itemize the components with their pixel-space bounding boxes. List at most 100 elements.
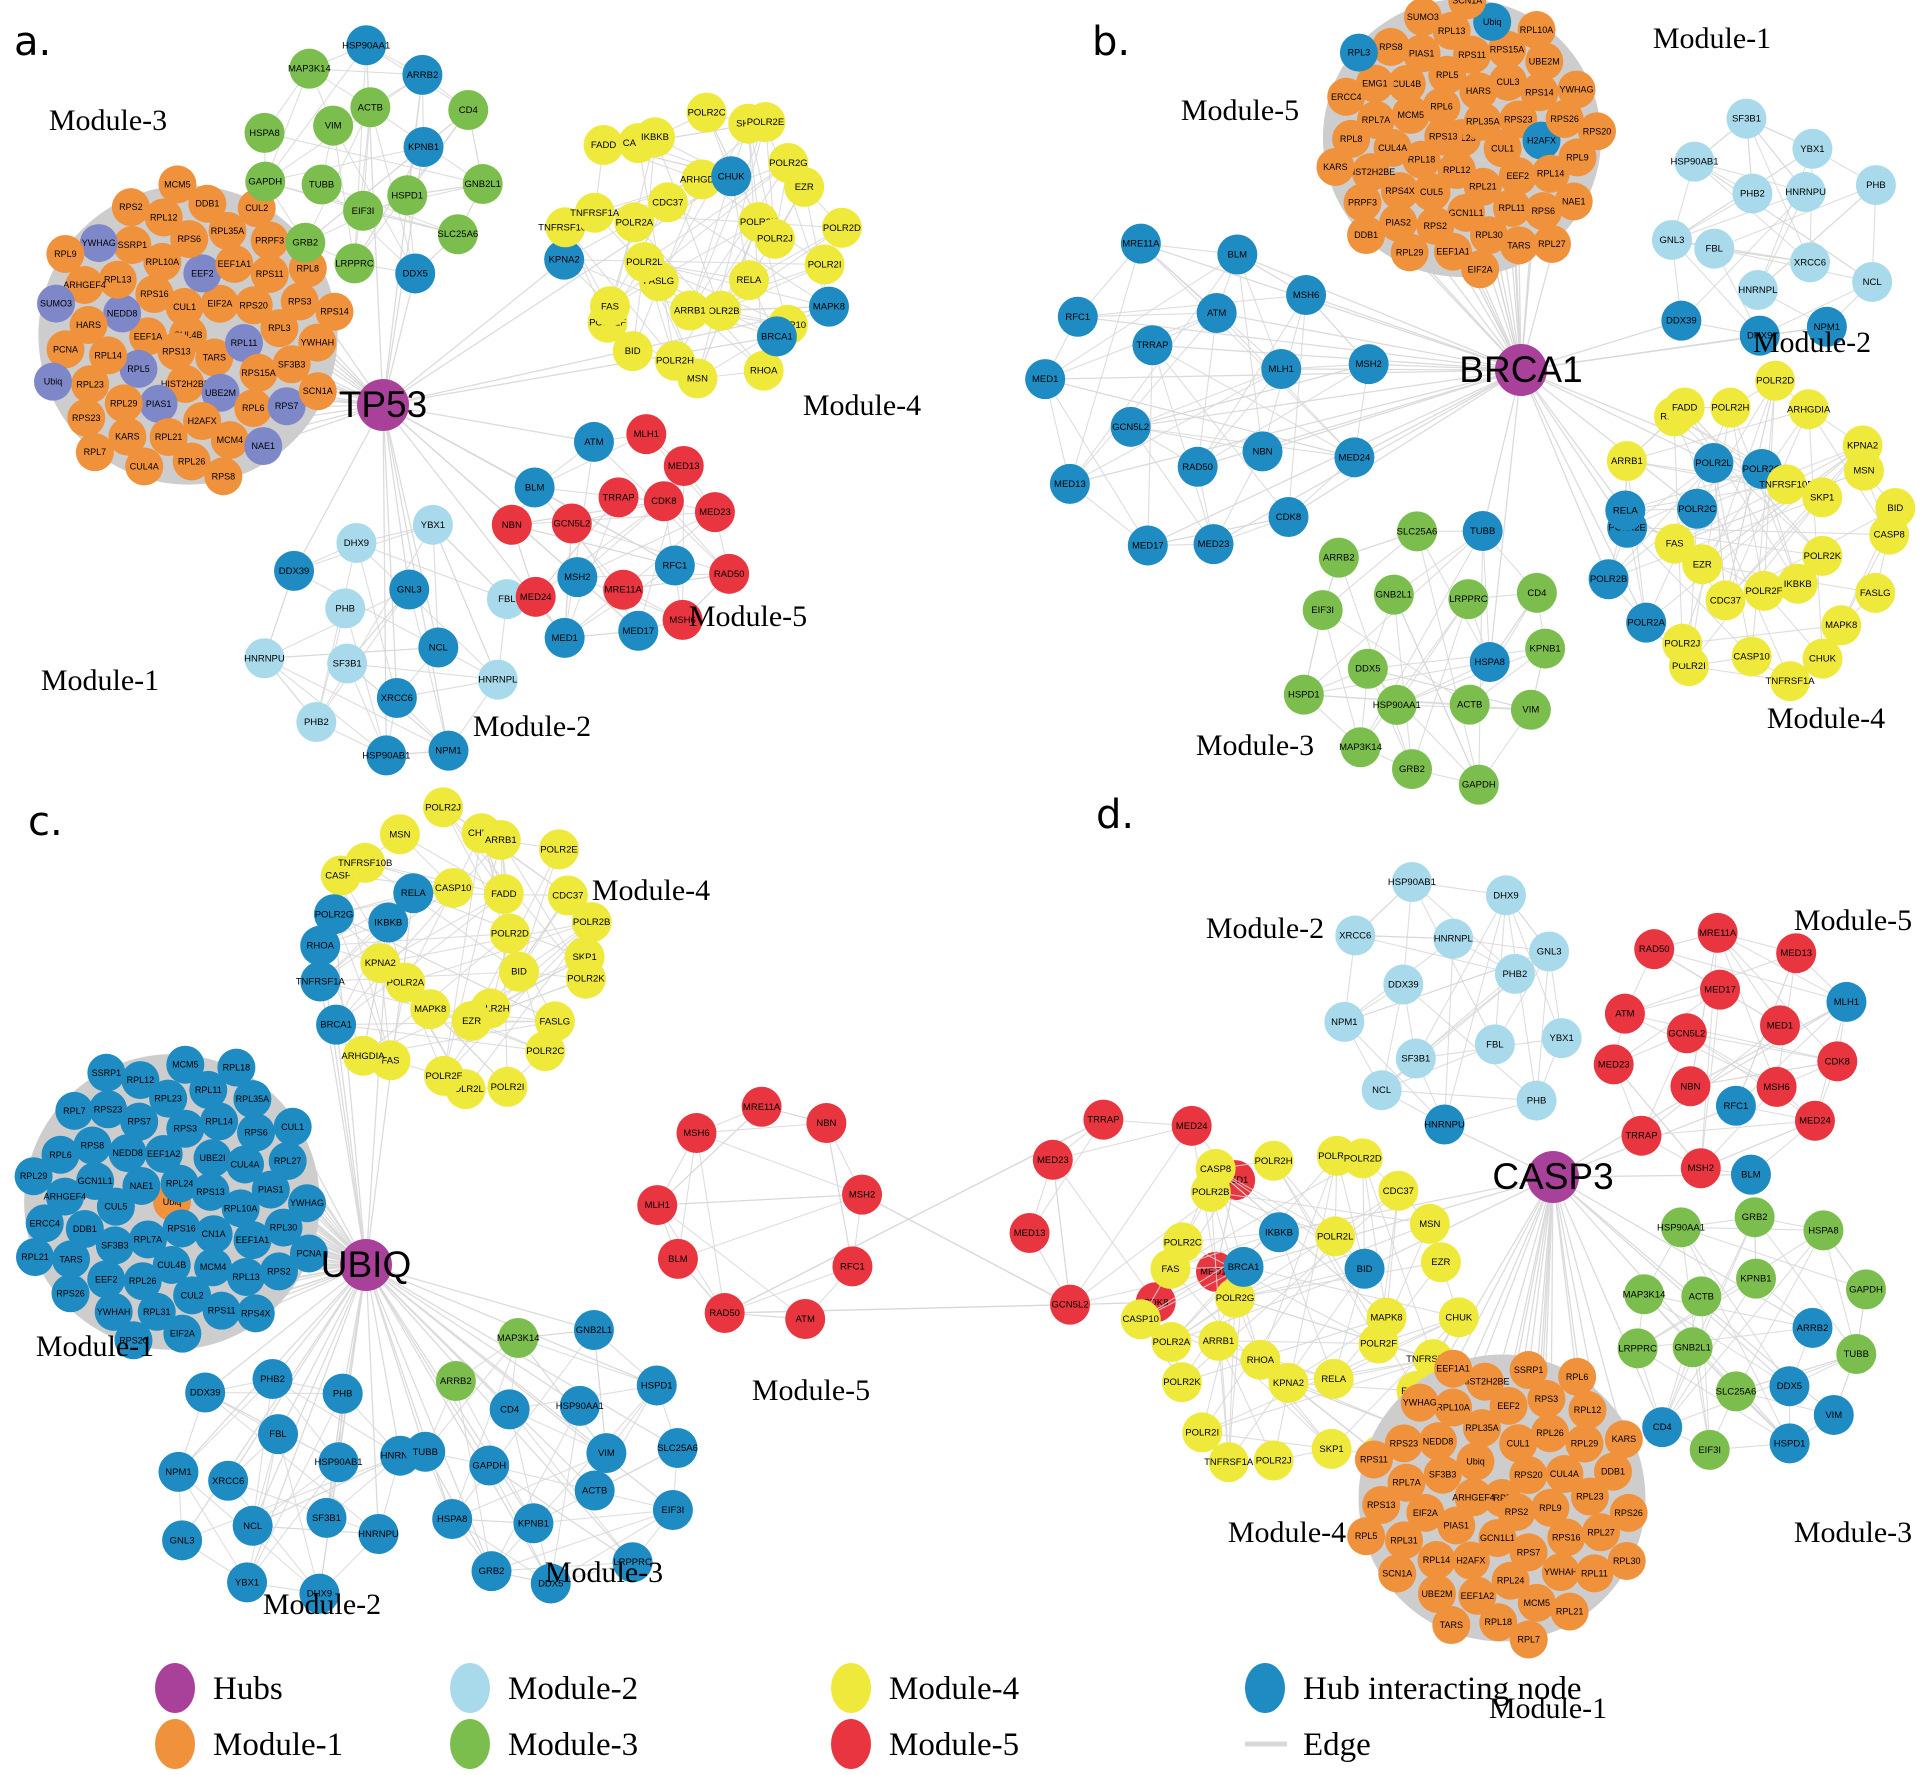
gene-node-CDC37[interactable] [547,875,588,916]
gene-node-SUMO3[interactable] [37,284,76,323]
gene-node-RPL10A[interactable] [221,1189,260,1228]
gene-node-EZR[interactable] [451,1000,492,1041]
gene-node-RPL18[interactable] [1402,140,1441,179]
gene-node-HSP90AB1[interactable] [1674,141,1715,182]
gene-node-RPL7[interactable] [55,1091,94,1130]
gene-node-SCN1A[interactable] [298,372,337,411]
gene-node-IKBKB[interactable] [1777,563,1818,604]
gene-node-HARS[interactable] [1459,72,1498,111]
gene-node-MRE11A[interactable] [1120,223,1161,264]
gene-node-POLR2C[interactable] [525,1031,566,1072]
gene-node-FADD[interactable] [1664,387,1705,428]
gene-node-PHB2[interactable] [1732,173,1773,214]
gene-node-EEF2[interactable] [1489,1386,1528,1425]
gene-node-RPL9[interactable] [1531,1488,1570,1527]
gene-node-MSH2[interactable] [557,557,598,598]
gene-node-GRB2[interactable] [1391,749,1432,790]
gene-node-RPS7[interactable] [267,387,306,426]
gene-node-RPS8[interactable] [73,1126,112,1165]
gene-node-RPL29[interactable] [104,384,143,423]
gene-node-POLR2C[interactable] [686,92,727,133]
gene-node-SSRP1[interactable] [87,1053,126,1092]
gene-node-VIM[interactable] [586,1433,627,1474]
gene-node-RPL6[interactable] [234,389,273,428]
gene-node-HIST2H2BE[interactable] [166,364,205,403]
gene-node-RPS2[interactable] [259,1252,298,1291]
gene-node-RPL26[interactable] [1531,1414,1570,1453]
gene-node-RPL23[interactable] [149,1079,188,1118]
gene-node-MED1[interactable] [1759,1005,1800,1046]
gene-node-TUBB[interactable] [405,1431,446,1472]
gene-node-HNRNPU[interactable] [358,1514,399,1555]
gene-node-SKP1[interactable] [1802,477,1843,518]
gene-node-ARRB1[interactable] [669,290,710,331]
gene-node-POLR2D[interactable] [1755,360,1796,401]
gene-node-DHX9[interactable] [1485,875,1526,916]
gene-node-RPS11[interactable] [202,1291,241,1330]
gene-node-KPNA2[interactable] [544,239,585,280]
gene-node-RPL3[interactable] [260,309,299,348]
gene-node-RPL26[interactable] [123,1262,162,1301]
gene-node-RPL11[interactable] [1575,1554,1614,1593]
gene-node-RPL12[interactable] [144,198,183,237]
gene-node-MAP3K14[interactable] [1340,727,1381,768]
gene-node-HNRNPL[interactable] [1433,918,1474,959]
gene-node-RPL18[interactable] [1479,1603,1518,1642]
gene-node-EEF2[interactable] [1498,157,1537,196]
gene-node-EIF2A[interactable] [163,1314,202,1353]
gene-node-YBX1[interactable] [412,504,453,545]
gene-node-Ubiq[interactable] [34,362,73,401]
gene-node-PHB2[interactable] [296,702,337,743]
gene-node-MAP3K14[interactable] [498,1317,539,1358]
gene-node-POLR2B[interactable] [1588,559,1629,600]
gene-node-CHUK[interactable] [1802,638,1843,679]
gene-node-KPNB1[interactable] [1736,1258,1777,1299]
gene-node-POLR2B[interactable] [571,902,612,943]
gene-node-RPL24[interactable] [160,1164,199,1203]
gene-node-RPL11[interactable] [189,1070,228,1109]
gene-node-ARRB2[interactable] [402,54,443,95]
gene-node-DDB1[interactable] [1347,216,1386,255]
gene-node-EIF2A[interactable] [200,284,239,323]
gene-node-RPL21[interactable] [149,418,188,457]
gene-node-RPL14[interactable] [89,336,128,375]
gene-node-MSH2[interactable] [1680,1148,1721,1189]
gene-node-POLR2F[interactable] [1743,570,1784,611]
gene-node-POLR2D[interactable] [821,207,862,248]
gene-node-RPS6[interactable] [1524,192,1563,231]
gene-node-PHB[interactable] [322,1373,363,1414]
gene-node-MED23[interactable] [694,492,735,533]
gene-node-RPL13[interactable] [98,260,137,299]
gene-node-RPL23[interactable] [1570,1477,1609,1516]
gene-node-RELA[interactable] [1313,1358,1354,1399]
gene-node-GRB2[interactable] [285,222,326,263]
gene-node-GAPDH[interactable] [1458,764,1499,805]
gene-node-CUL5[interactable] [96,1187,135,1226]
gene-node-XRCC6[interactable] [376,677,417,718]
gene-node-TNFRSF1A[interactable] [574,192,615,233]
gene-node-ARHGEF4[interactable] [1454,1478,1493,1517]
gene-node-FADD[interactable] [583,125,624,166]
gene-node-POLR2A[interactable] [1626,602,1667,643]
gene-node-ATM[interactable] [573,421,614,462]
gene-node-RPL12[interactable] [1568,1391,1607,1430]
gene-node-HSPD1[interactable] [1283,674,1324,715]
gene-node-RPS7[interactable] [120,1102,159,1141]
gene-node-IKBKB[interactable] [368,902,409,943]
gene-node-CDK8[interactable] [643,481,684,522]
gene-node-DHX9[interactable] [299,1573,340,1614]
gene-node-POLR2G[interactable] [313,894,354,935]
gene-node-ARRB1[interactable] [1606,441,1647,482]
gene-node-ACTB[interactable] [574,1470,615,1511]
gene-node-RELA[interactable] [393,873,434,914]
gene-node-RPL21[interactable] [15,1238,54,1277]
gene-node-BRCA1[interactable] [756,316,797,357]
gene-node-CASP8[interactable] [1869,514,1910,555]
gene-node-HNRNPL[interactable] [477,659,518,700]
gene-node-ARRB2[interactable] [1792,1307,1833,1348]
gene-node-RPL14[interactable] [1417,1541,1456,1580]
gene-node-RAD50[interactable] [1177,446,1218,487]
gene-node-RPL12[interactable] [121,1061,160,1100]
gene-node-HSPA8[interactable] [244,112,285,153]
gene-node-FAS[interactable] [1654,523,1695,564]
